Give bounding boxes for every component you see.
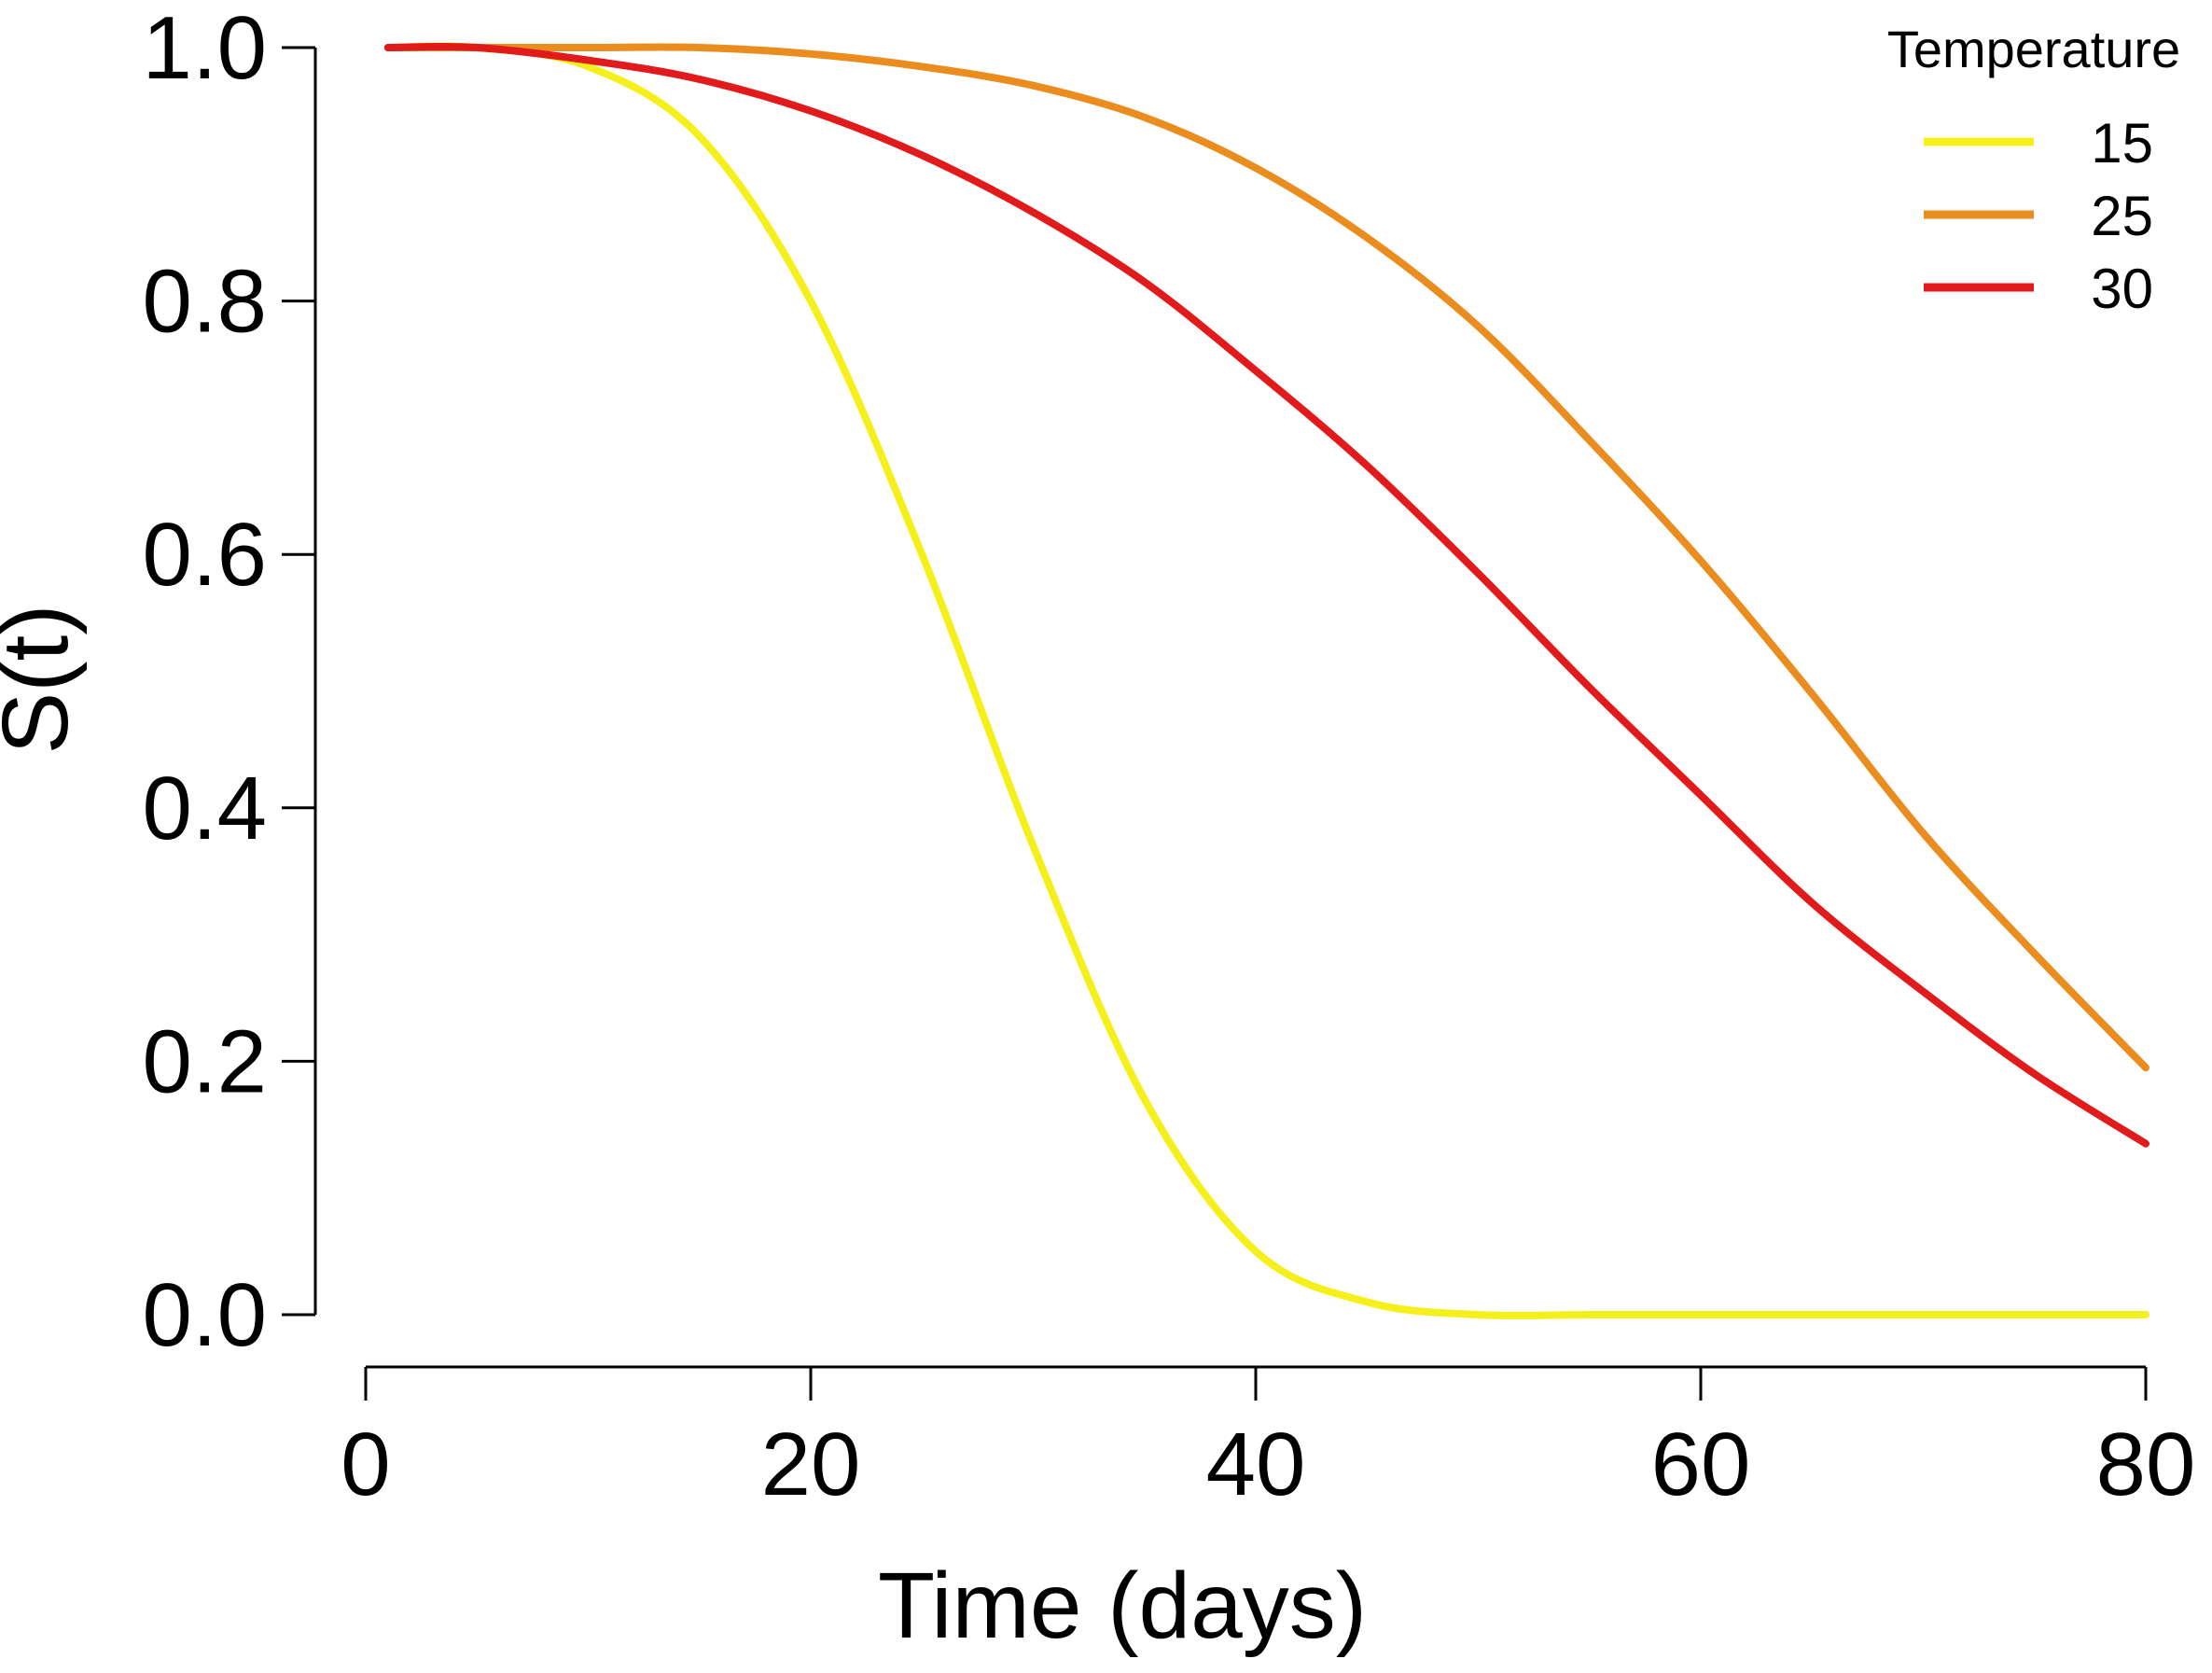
series-line-30 — [383, 42, 2149, 1148]
x-tick-label: 0 — [341, 1415, 390, 1514]
y-tick-label: 0.6 — [143, 505, 267, 605]
x-tick-label: 80 — [2096, 1415, 2196, 1514]
legend-title: Temperature — [1887, 20, 2180, 78]
x-axis-title: Time (days) — [878, 1554, 1367, 1658]
y-tick-label: 0.8 — [143, 252, 267, 352]
series-line-25 — [383, 43, 2149, 1072]
x-axis: 0 20 40 60 80 — [341, 1365, 2196, 1514]
legend: Temperature 15 25 30 — [1887, 20, 2180, 320]
legend-label-15: 15 — [2091, 112, 2153, 174]
legend-label-25: 25 — [2091, 185, 2153, 247]
legend-label-30: 30 — [2091, 258, 2153, 320]
y-axis: 0.0 0.2 0.4 0.6 0.8 1.0 — [143, 0, 317, 1365]
x-tick-label: 60 — [1651, 1415, 1751, 1514]
series-lines — [383, 42, 2149, 1320]
x-tick-label: 20 — [761, 1415, 861, 1514]
legend-items: 15 25 30 — [1924, 112, 2153, 320]
y-axis-title: S(t) — [0, 604, 88, 754]
y-tick-label: 0.0 — [143, 1265, 267, 1365]
series-line-15 — [383, 42, 2149, 1320]
y-tick-label: 0.4 — [143, 759, 267, 858]
x-tick-label: 40 — [1206, 1415, 1306, 1514]
y-tick-label: 1.0 — [143, 0, 267, 98]
y-tick-label: 0.2 — [143, 1011, 267, 1111]
